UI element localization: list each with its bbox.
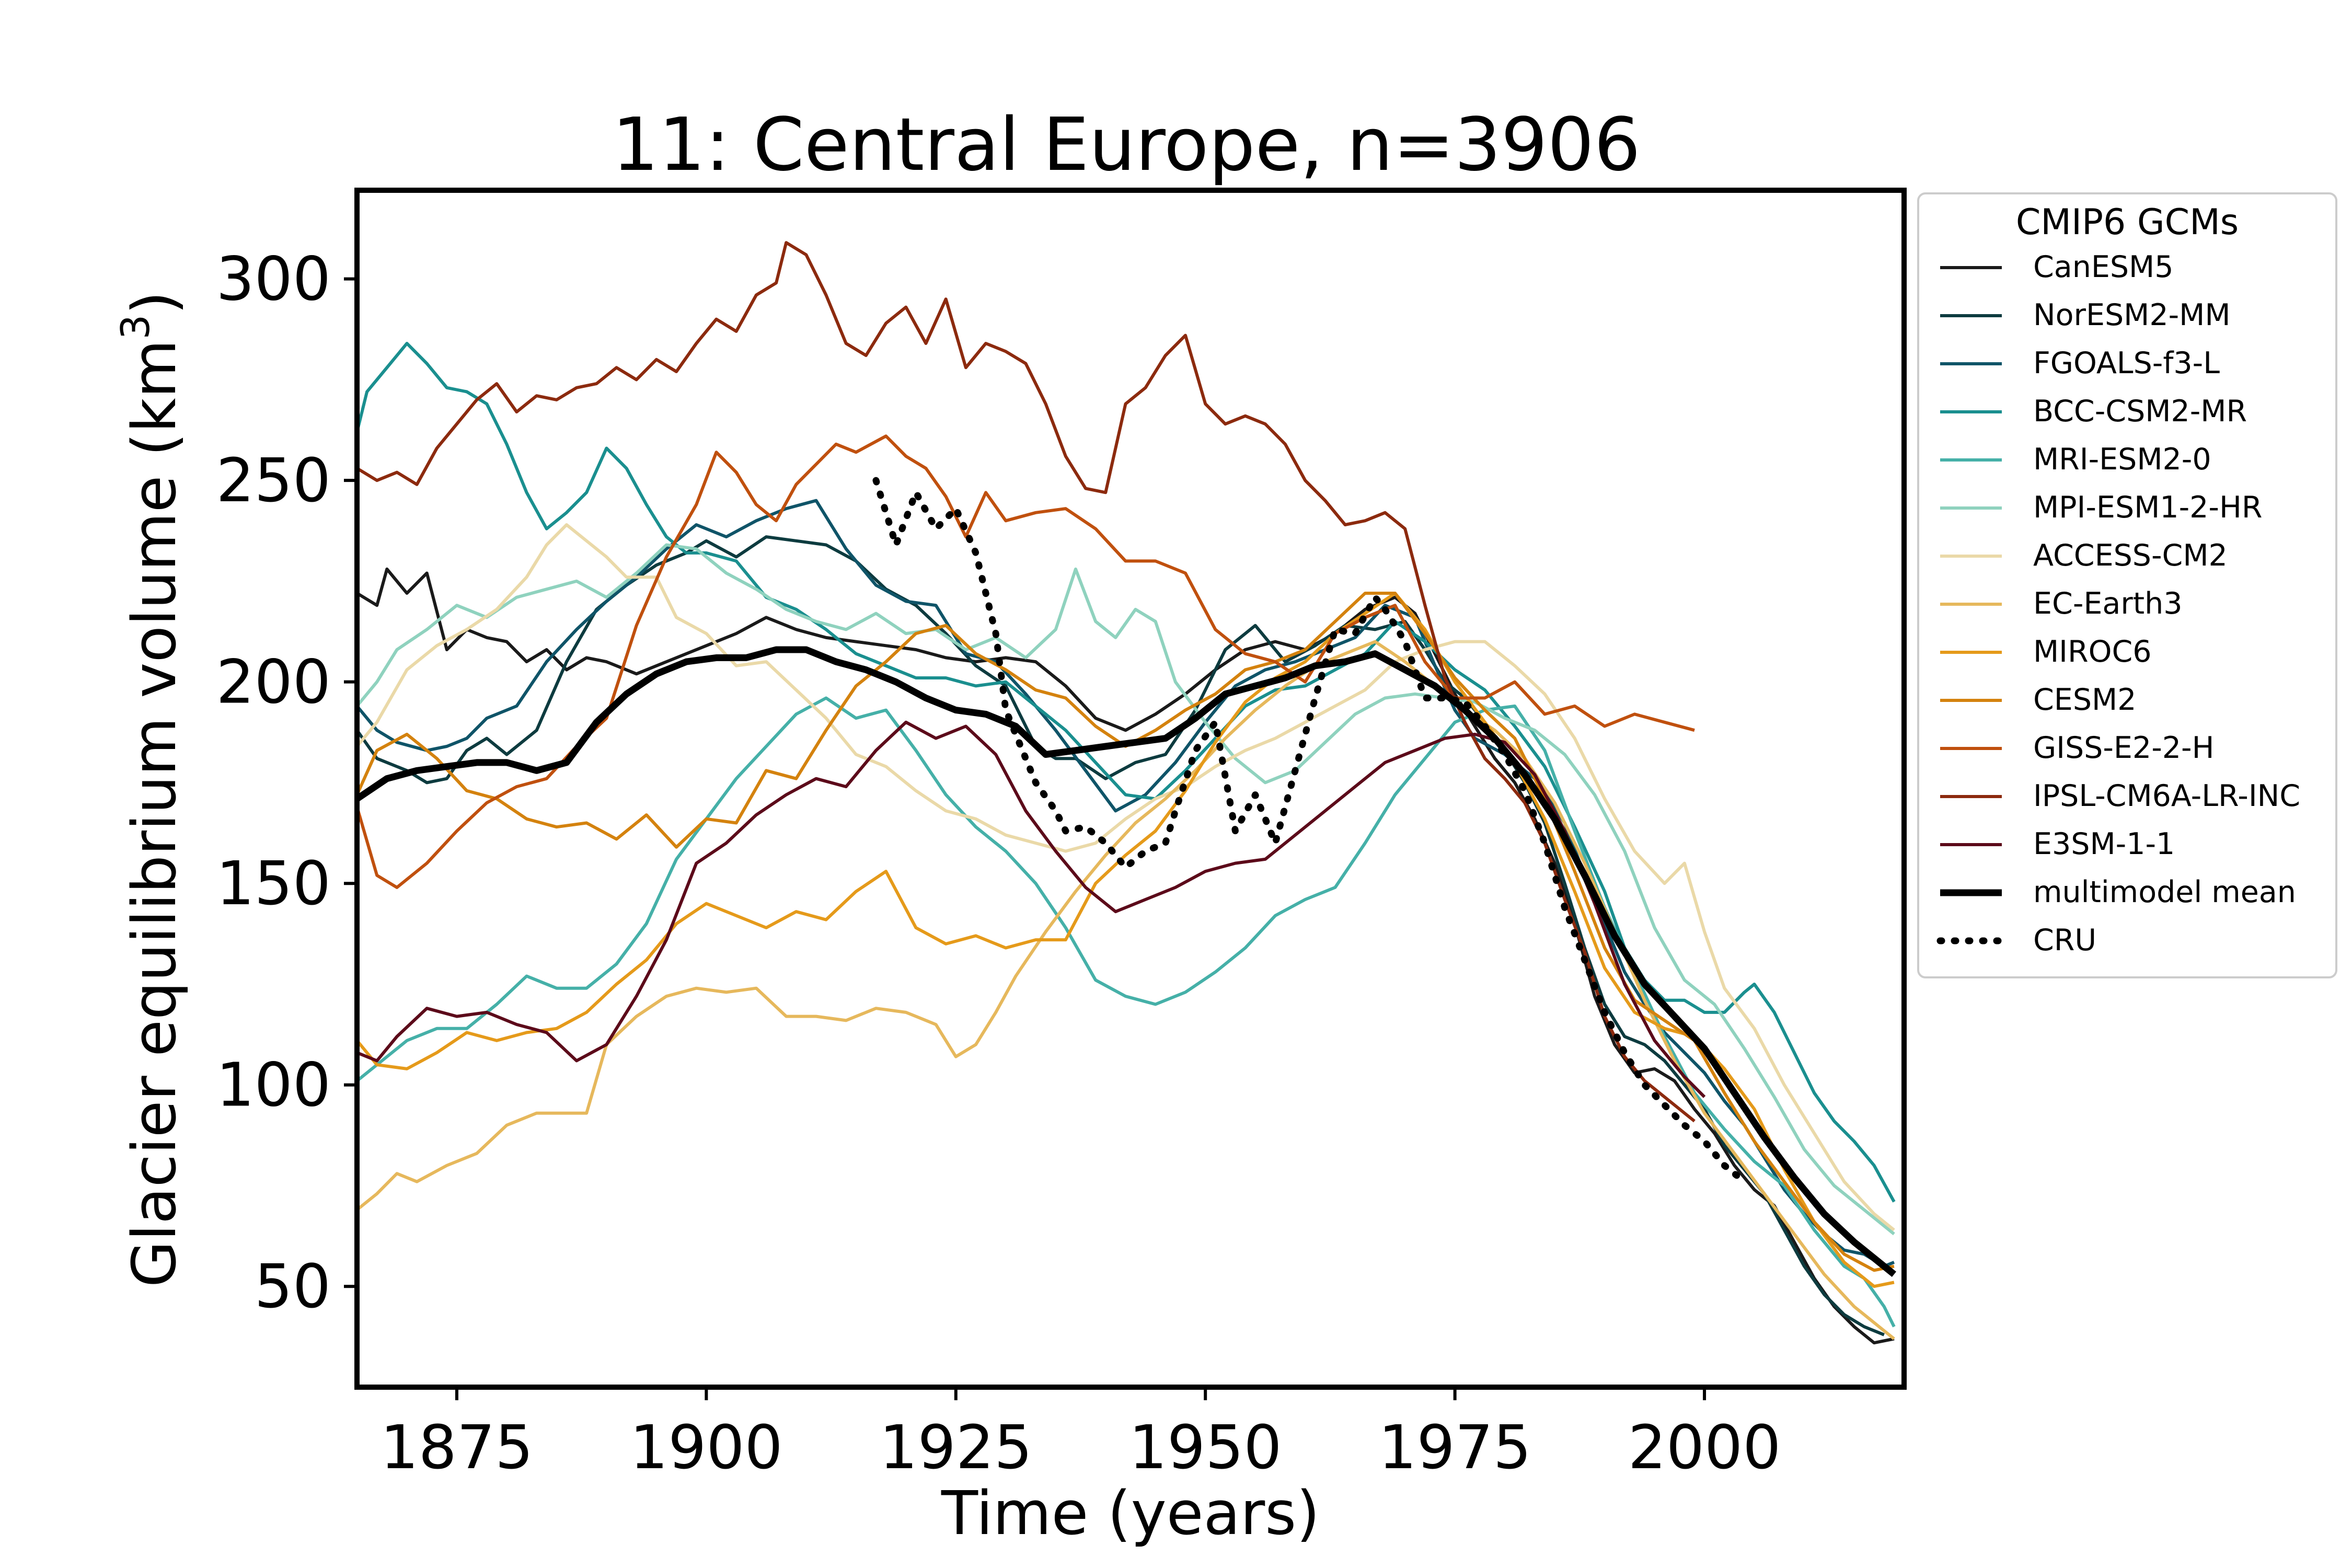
plot-area [357,241,1896,1345]
chart-title: 11: Central Europe, n=3906 [612,102,1641,188]
legend-label-fgoals-f3-l: FGOALS-f3-L [2033,346,2220,381]
y-axis-title-main: Glacier equilibrium volume (km [120,340,190,1288]
series-line-mpi-esm1-2-hr [357,543,1895,1236]
x-axis-title: Time (years) [941,1479,1320,1549]
legend-label-bcc-csm2-mr: BCC-CSM2-MR [2033,394,2247,429]
x-tick-label: 1875 [381,1413,534,1483]
y-tick-label: 200 [216,648,331,718]
y-tick-label: 50 [255,1252,331,1322]
y-tick-label: 300 [216,245,331,315]
series-line-cru [872,477,1748,1185]
x-axis: 1875 1900 1925 1950 1975 2000 [381,1387,1781,1483]
series-line-miroc6 [357,592,1895,1288]
plot-frame [354,188,1907,1390]
legend-label-cru: CRU [2033,923,2096,958]
x-tick-label: 1925 [879,1413,1032,1483]
legend-label-mpi-esm1-2-hr: MPI-ESM1-2-HR [2033,490,2262,525]
series-line-mri-esm2-0 [357,696,1896,1328]
y-axis-title: Glacier equilibrium volume (km3) [112,291,190,1287]
legend-label-ec-earth3: EC-Earth3 [2033,586,2183,621]
x-tick-label: 1975 [1378,1413,1531,1483]
legend-label-multimodel-mean: multimodel mean [2033,875,2296,909]
legend-label-noresm2-mm: NorESM2-MM [2033,298,2231,332]
series-line-bcc-csm2-mr [357,342,1896,1203]
legend-label-cesm2: CESM2 [2033,683,2136,717]
series-line-ec-earth3 [357,640,1895,1340]
legend: CMIP6 GCMs CanESM5 NorESM2-MM FGOALS-f3-L B… [1917,192,2337,978]
series-line-access-cm2 [357,523,1895,1231]
legend-label-giss-e2-2-h: GISS-E2-2-H [2033,731,2214,765]
y-axis-title-end: ) [120,291,190,315]
y-tick-label: 250 [216,446,331,516]
legend-label-e3sm-1-1: E3SM-1-1 [2033,827,2175,861]
legend-items: CanESM5 NorESM2-MM FGOALS-f3-L BCC-CSM2-MR M… [1936,250,2300,958]
series-line-multimodel-mean [357,646,1896,1277]
x-tick-label: 2000 [1628,1413,1781,1483]
series-line-ipsl-cm6a-lr-inc [357,241,1696,1123]
x-tick-label: 1900 [630,1413,783,1483]
legend-label-miroc6: MIROC6 [2033,635,2152,669]
x-tick-label: 1950 [1129,1413,1282,1483]
y-axis: 50 100 150 200 250 300 [216,245,357,1322]
legend-box [1917,192,2337,978]
legend-label-mri-esm2-0: MRI-ESM2-0 [2033,442,2211,477]
y-tick-label: 100 [216,1051,331,1121]
legend-label-canesm5: CanESM5 [2033,250,2174,284]
legend-label-access-cm2: ACCESS-CM2 [2033,538,2228,573]
series-line-e3sm-1-1 [357,720,1706,1098]
legend-title: CMIP6 GCMs [2016,202,2239,243]
y-tick-label: 150 [216,849,331,919]
legend-label-ipsl-cm6a-lr-inc: IPSL-CM6A-LR-INC [2033,779,2300,813]
y-axis-title-sup: 3 [112,315,158,340]
